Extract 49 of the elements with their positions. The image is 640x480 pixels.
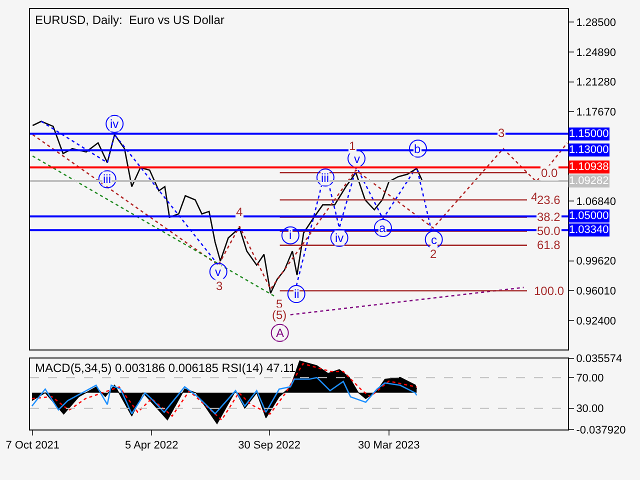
y-tick-label: 1.17670: [576, 106, 616, 119]
y-tick-label: 0.92400: [576, 315, 616, 328]
annotation: a: [379, 221, 386, 235]
chart-title: MACD(5,34,5) 0.003186 0.006185 RSI(14) 47.11: [35, 361, 296, 375]
annotation: 4: [531, 190, 538, 204]
annotation: 3: [498, 126, 505, 140]
annotation: ii: [294, 287, 300, 301]
annotation: v: [215, 265, 221, 279]
y-tick-label: 0.96010: [576, 286, 616, 298]
ref-line-label: 1.05000: [569, 210, 609, 222]
annotation: 50.0: [537, 224, 561, 238]
annotation: iii: [103, 172, 111, 186]
y-tick-label: 1.28500: [576, 17, 616, 30]
x-tick-label: 30 Mar 2023: [358, 440, 420, 452]
annotation: iv: [335, 231, 344, 245]
ref-line-label: 1.03340: [569, 224, 609, 236]
y-tick-label: 0.99620: [576, 256, 616, 268]
annotation: iii: [321, 171, 329, 185]
x-tick-label: 7 Oct 2021: [6, 440, 60, 452]
annotation: 3: [216, 279, 223, 293]
annotation: iv: [110, 117, 119, 131]
x-tick-label: 30 Sep 2022: [238, 440, 300, 452]
annotation: (5): [272, 308, 287, 322]
annotation: 4: [236, 205, 243, 219]
annotation: 100.0: [534, 284, 564, 298]
y-tick-label: -0.037920: [576, 424, 626, 436]
ref-line-label: 1.13000: [569, 144, 609, 156]
annotation: c: [431, 233, 437, 247]
y-tick-label: 0.035574: [576, 353, 622, 366]
ref-line-label: 1.15000: [569, 128, 609, 140]
ref-line-label: 1.09282: [569, 175, 609, 187]
ref-line-label: 1.10938: [569, 161, 609, 173]
y-tick-label: 1.24890: [576, 46, 616, 59]
annotation: 61.8: [537, 238, 561, 252]
annotation: b: [414, 142, 421, 156]
annotation: 38.2: [537, 210, 561, 224]
annotation: 2: [430, 247, 437, 261]
annotation: 23.6: [537, 193, 561, 207]
chart-title: EURUSD, Daily: Euro vs US Dollar: [35, 13, 224, 27]
annotation: 1: [349, 139, 356, 153]
x-tick-label: 5 Apr 2022: [125, 440, 178, 452]
y-tick-label: 1.21280: [576, 76, 616, 89]
annotation: 0.0: [541, 166, 558, 180]
annotation: v: [354, 152, 360, 166]
y-tick-label: 1.06840: [576, 196, 616, 208]
annotation: A: [276, 326, 284, 340]
y2-tick-label: 70.00: [576, 372, 604, 384]
y2-tick-label: 30.00: [576, 403, 604, 416]
annotation: i: [289, 228, 292, 242]
